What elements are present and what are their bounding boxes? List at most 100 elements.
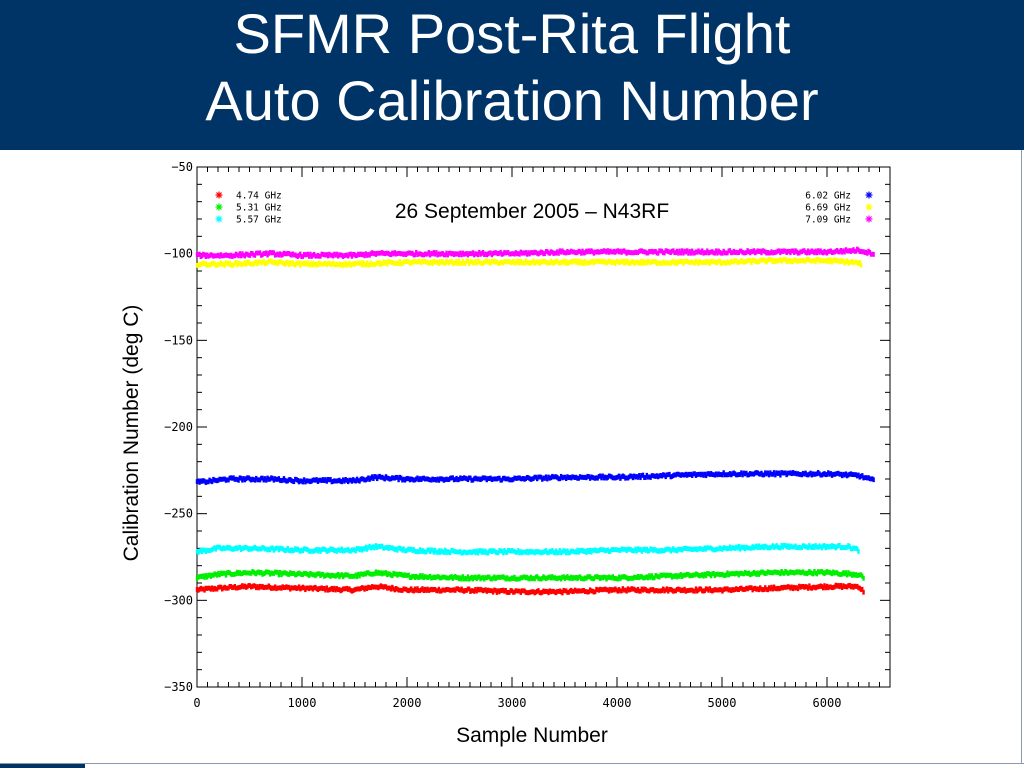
data-point	[562, 587, 565, 593]
data-point	[844, 247, 848, 253]
data-point	[726, 546, 729, 552]
data-point	[837, 470, 840, 476]
data-point	[731, 471, 734, 477]
data-point	[284, 477, 287, 483]
data-point	[761, 472, 764, 478]
data-point	[499, 548, 502, 554]
data-point	[756, 470, 759, 476]
data-point	[730, 472, 733, 478]
data-point	[656, 260, 660, 266]
data-point	[488, 588, 491, 594]
data-point	[549, 258, 553, 264]
data-point	[420, 587, 423, 593]
data-point	[664, 573, 667, 579]
data-point	[495, 590, 499, 595]
data-point	[859, 587, 863, 592]
data-point	[816, 257, 820, 262]
data-point	[503, 250, 506, 255]
data-point	[678, 573, 681, 579]
data-point	[357, 546, 360, 552]
data-point	[541, 549, 544, 555]
data-point	[741, 472, 744, 478]
data-point	[437, 586, 441, 592]
data-point	[536, 588, 539, 594]
data-point	[706, 248, 709, 254]
data-point	[737, 472, 740, 477]
data-point	[305, 546, 308, 552]
data-point	[755, 259, 758, 264]
data-point	[683, 572, 686, 578]
data-point	[723, 472, 727, 478]
data-point	[590, 575, 593, 581]
data-point	[701, 546, 704, 552]
series-6-69-ghz	[195, 256, 863, 268]
data-point	[309, 570, 312, 576]
data-point	[270, 545, 273, 551]
data-point	[233, 253, 236, 259]
data-point	[688, 573, 691, 579]
data-point	[441, 549, 444, 555]
data-point	[494, 476, 497, 482]
data-point	[743, 250, 747, 256]
data-point	[515, 476, 519, 481]
data-point	[462, 261, 466, 266]
data-point	[412, 252, 415, 258]
data-point	[249, 250, 253, 256]
data-point	[328, 260, 331, 266]
data-point	[363, 571, 366, 577]
data-point	[338, 547, 341, 553]
data-point	[614, 547, 617, 553]
data-point	[495, 259, 499, 265]
data-point	[625, 260, 628, 266]
data-point	[379, 250, 383, 256]
data-point	[431, 575, 434, 581]
data-point	[237, 585, 240, 590]
data-point	[824, 249, 827, 255]
data-point	[558, 548, 562, 553]
data-point	[214, 478, 218, 483]
data-point	[314, 262, 317, 268]
data-point	[208, 572, 211, 578]
data-point	[586, 260, 589, 266]
data-point	[583, 258, 587, 264]
data-point	[620, 250, 623, 255]
data-point	[364, 571, 368, 577]
data-point	[833, 257, 836, 263]
data-point	[728, 571, 732, 577]
data-point	[834, 582, 838, 588]
data-point	[324, 260, 327, 266]
data-point	[369, 251, 373, 256]
data-point	[451, 587, 454, 593]
data-point	[270, 586, 273, 591]
data-point	[796, 586, 800, 592]
data-point	[858, 572, 861, 578]
data-point	[699, 586, 703, 592]
data-point	[786, 571, 790, 576]
data-point	[243, 570, 247, 575]
data-point	[508, 477, 511, 483]
data-point	[678, 546, 681, 552]
data-point	[416, 252, 419, 257]
data-point	[712, 472, 715, 478]
data-point	[215, 478, 219, 484]
data-point	[509, 548, 512, 554]
data-point	[304, 546, 307, 552]
data-point	[452, 574, 456, 580]
data-point	[784, 543, 787, 548]
data-point	[386, 475, 389, 481]
data-point	[653, 259, 656, 265]
data-point	[370, 584, 374, 589]
data-point	[575, 250, 578, 256]
data-point	[721, 546, 724, 552]
data-point	[333, 478, 336, 484]
data-point	[649, 575, 652, 580]
data-point	[698, 471, 701, 477]
data-point	[641, 249, 645, 254]
data-point	[270, 250, 273, 256]
data-point	[411, 588, 414, 593]
data-point	[510, 548, 514, 553]
data-point	[479, 477, 482, 483]
data-point	[490, 258, 494, 264]
data-point	[320, 585, 323, 591]
data-point	[709, 545, 713, 551]
